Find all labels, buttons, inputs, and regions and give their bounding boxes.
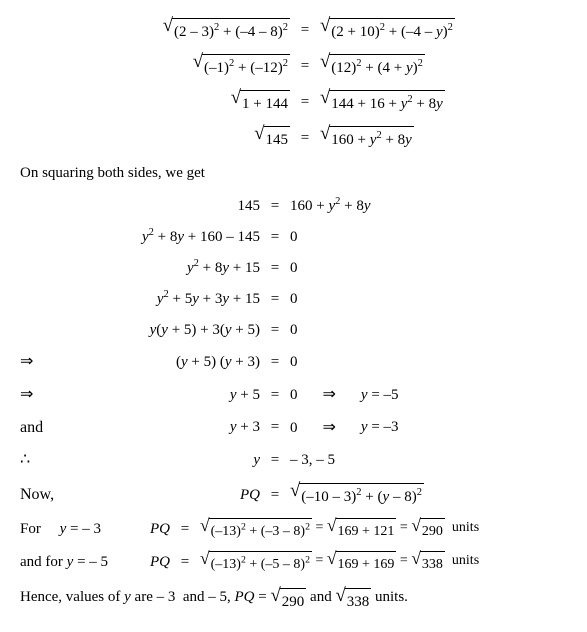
equation-row: ∴y=– 3, – 5 bbox=[20, 446, 567, 475]
equation-row: y2 + 5y + 3y + 15=0 bbox=[20, 286, 567, 313]
conclusion-text: Hence, values of y are – 3 and – 5, PQ =… bbox=[20, 584, 567, 616]
equation-row: 1 + 144=144 + 16 + y2 + 8y bbox=[20, 86, 567, 118]
equation-row: andy + 3=0⇒y = –3 bbox=[20, 414, 567, 443]
equation-row: 145=160 + y2 + 8y bbox=[20, 122, 567, 154]
equation-row: y(y + 5) + 3(y + 5)=0 bbox=[20, 317, 567, 344]
equation-row: y2 + 8y + 160 – 145=0 bbox=[20, 224, 567, 251]
equation-row: ⇒(y + 5) (y + 3)=0 bbox=[20, 348, 567, 377]
narrative-text: On squaring both sides, we get bbox=[20, 160, 567, 187]
equation-row: (2 – 3)2 + (–4 – 8)2=(2 + 10)2 + (–4 – y… bbox=[20, 14, 567, 46]
equation-row: and for y = – 5PQ=(–13)2 + (–5 – 8)2 = 1… bbox=[20, 548, 567, 577]
equation-row: y2 + 8y + 15=0 bbox=[20, 255, 567, 282]
equation-row: 145=160 + y2 + 8y bbox=[20, 193, 567, 220]
equation-row: Now,PQ=(–10 – 3)2 + (y – 8)2 bbox=[20, 479, 567, 511]
equation-row: For y = – 3PQ=(–13)2 + (–3 – 8)2 = 169 +… bbox=[20, 515, 567, 544]
equation-row: ⇒y + 5=0⇒y = –5 bbox=[20, 381, 567, 410]
equation-row: (–1)2 + (–12)2=(12)2 + (4 + y)2 bbox=[20, 50, 567, 82]
